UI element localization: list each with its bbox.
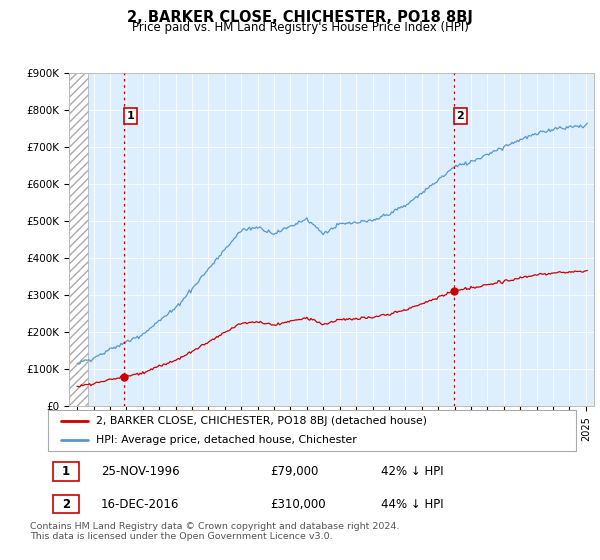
FancyBboxPatch shape [48, 410, 576, 451]
Text: Price paid vs. HM Land Registry's House Price Index (HPI): Price paid vs. HM Land Registry's House … [131, 21, 469, 34]
Text: 16-DEC-2016: 16-DEC-2016 [101, 498, 179, 511]
FancyBboxPatch shape [53, 463, 79, 480]
Bar [69, 73, 88, 406]
Text: 2, BARKER CLOSE, CHICHESTER, PO18 8BJ (detached house): 2, BARKER CLOSE, CHICHESTER, PO18 8BJ (d… [95, 417, 427, 426]
FancyBboxPatch shape [53, 495, 79, 513]
Text: 2, BARKER CLOSE, CHICHESTER, PO18 8BJ: 2, BARKER CLOSE, CHICHESTER, PO18 8BJ [127, 10, 473, 25]
Text: £310,000: £310,000 [270, 498, 325, 511]
Text: HPI: Average price, detached house, Chichester: HPI: Average price, detached house, Chic… [95, 435, 356, 445]
Text: 42% ↓ HPI: 42% ↓ HPI [380, 465, 443, 478]
Text: 1: 1 [127, 111, 134, 121]
Text: 25-NOV-1996: 25-NOV-1996 [101, 465, 179, 478]
Text: £79,000: £79,000 [270, 465, 318, 478]
Text: 2: 2 [457, 111, 464, 121]
Text: Contains HM Land Registry data © Crown copyright and database right 2024.
This d: Contains HM Land Registry data © Crown c… [30, 522, 400, 542]
Text: 44% ↓ HPI: 44% ↓ HPI [380, 498, 443, 511]
Text: 1: 1 [62, 465, 70, 478]
Text: 2: 2 [62, 498, 70, 511]
